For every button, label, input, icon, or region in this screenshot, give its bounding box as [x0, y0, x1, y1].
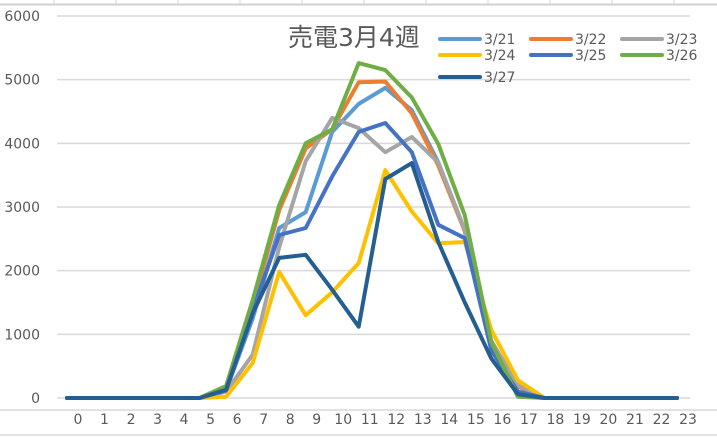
- x-tick-label: 0: [74, 412, 83, 428]
- x-tick-label: 3: [153, 412, 162, 428]
- x-tick-label: 20: [600, 412, 618, 428]
- x-tick-label: 14: [440, 412, 458, 428]
- x-tick-label: 16: [493, 412, 511, 428]
- x-tick-label: 4: [180, 412, 189, 428]
- x-tick-label: 12: [387, 412, 405, 428]
- y-tick-label: 0: [31, 391, 40, 407]
- x-tick-label: 23: [679, 412, 697, 428]
- x-tick-label: 19: [573, 412, 591, 428]
- y-tick-label: 3000: [4, 200, 40, 216]
- legend-item: 3/24: [438, 48, 516, 64]
- legend-label: 3/26: [666, 48, 698, 64]
- legend-item: 3/26: [620, 48, 698, 64]
- series-line-3-27: [65, 161, 679, 400]
- x-tick-label: 17: [520, 412, 538, 428]
- y-tick-label: 4000: [4, 136, 40, 152]
- x-tick-label: 10: [334, 412, 352, 428]
- y-axis-labels: 0 1000 2000 3000 4000 5000 6000: [4, 9, 40, 407]
- y-tick-label: 5000: [4, 73, 40, 89]
- x-tick-label: 5: [206, 412, 215, 428]
- x-tick-label: 2: [127, 412, 136, 428]
- legend-label: 3/24: [484, 48, 516, 64]
- x-tick-label: 9: [312, 412, 321, 428]
- legend: 3/21 3/22 3/23 3/24 3/25 3/26 3/27: [438, 32, 698, 86]
- x-tick-label: 7: [259, 412, 268, 428]
- legend-label: 3/27: [484, 70, 515, 86]
- data-series: [65, 61, 679, 400]
- legend-label: 3/22: [575, 32, 606, 48]
- x-tick-label: 11: [361, 412, 379, 428]
- series-line-3-24: [65, 168, 679, 400]
- x-tick-label: 1: [100, 412, 109, 428]
- y-tick-label: 2000: [4, 264, 40, 280]
- x-tick-label: 18: [546, 412, 564, 428]
- y-tick-label: 1000: [4, 327, 40, 343]
- legend-label: 3/25: [575, 48, 606, 64]
- x-tick-label: 8: [286, 412, 295, 428]
- series-line-3-26: [65, 61, 679, 400]
- x-tick-label: 6: [233, 412, 242, 428]
- chart-title: 売電3月4週: [288, 23, 420, 52]
- x-tick-label: 15: [467, 412, 485, 428]
- legend-label: 3/23: [666, 32, 697, 48]
- legend-label: 3/21: [484, 32, 515, 48]
- x-tick-label: 21: [626, 412, 644, 428]
- legend-item: 3/25: [529, 48, 606, 64]
- legend-item: 3/27: [438, 70, 515, 86]
- legend-item: 3/23: [620, 32, 697, 48]
- legend-item: 3/22: [529, 32, 606, 48]
- legend-item: 3/21: [438, 32, 515, 48]
- x-tick-label: 13: [414, 412, 432, 428]
- x-axis-labels: 0 1 2 3 4 5 6 7 8 9 10 11 12 13 14 15 16 17 18 19 20 21 22 23: [74, 412, 697, 428]
- x-tick-label: 22: [653, 412, 671, 428]
- y-tick-label: 6000: [4, 9, 40, 25]
